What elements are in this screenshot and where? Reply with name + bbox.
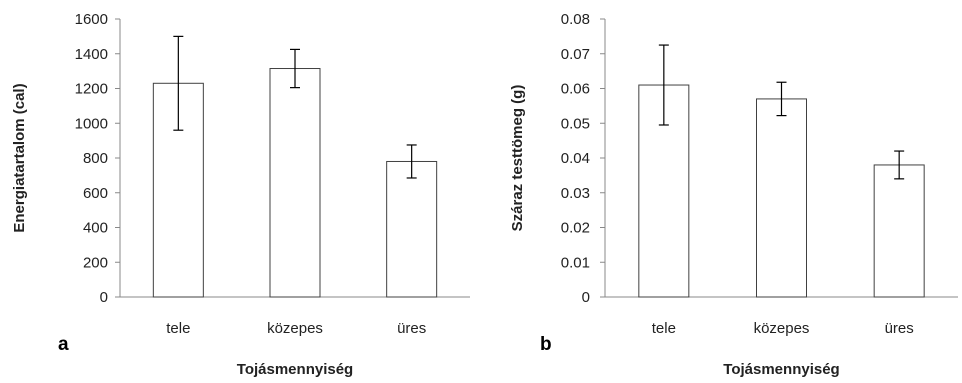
panel-letter: a: [58, 334, 69, 355]
x-category-label: üres: [885, 320, 914, 337]
y-tick-label: 1000: [75, 115, 108, 132]
y-tick-label: 200: [83, 254, 108, 271]
chart-panel-a: 0 200 400 600 800 1000 1200 1400 1600 tele közepes…: [11, 11, 470, 378]
y-axis-title: Energiatartalom (cal): [11, 83, 28, 232]
y-tick-label: 0.04: [561, 150, 590, 167]
y-tick-label: 0.01: [561, 254, 590, 271]
panel-letter: b: [540, 334, 552, 355]
bar: [756, 98, 807, 298]
x-category-label: üres: [397, 320, 426, 337]
x-category-label: közepes: [754, 320, 810, 337]
bar: [386, 160, 438, 298]
y-tick-label: 1400: [75, 46, 108, 63]
y-tick-label: 0.06: [561, 81, 590, 98]
bar: [873, 164, 925, 298]
chart-panel-b: 0 0.01 0.02 0.03 0.04 0.05 0.06 0.07 0.08 tele köz…: [509, 11, 958, 378]
x-axis-title: Tojásmennyiség: [723, 361, 839, 378]
y-tick-label: 800: [83, 150, 108, 167]
x-category-label: tele: [166, 320, 190, 337]
y-tick-label: 0.08: [561, 11, 590, 28]
y-tick-label: 600: [83, 185, 108, 202]
y-axis-title: Száraz testtömeg (g): [509, 85, 526, 232]
x-category-label: tele: [652, 320, 676, 337]
y-tick-label: 400: [83, 220, 108, 237]
x-category-label: közepes: [267, 320, 323, 337]
y-tick-label: 0.02: [561, 220, 590, 237]
y-tick-label: 1600: [75, 11, 108, 28]
y-tick-label: 0.03: [561, 185, 590, 202]
y-tick-label: 0.07: [561, 46, 590, 63]
y-tick-label: 0.05: [561, 115, 590, 132]
bar: [269, 68, 321, 298]
y-tick-label: 0: [100, 289, 108, 306]
y-tick-label: 1200: [75, 81, 108, 98]
y-tick-label: 0: [582, 289, 590, 306]
x-axis-title: Tojásmennyiség: [237, 361, 353, 378]
